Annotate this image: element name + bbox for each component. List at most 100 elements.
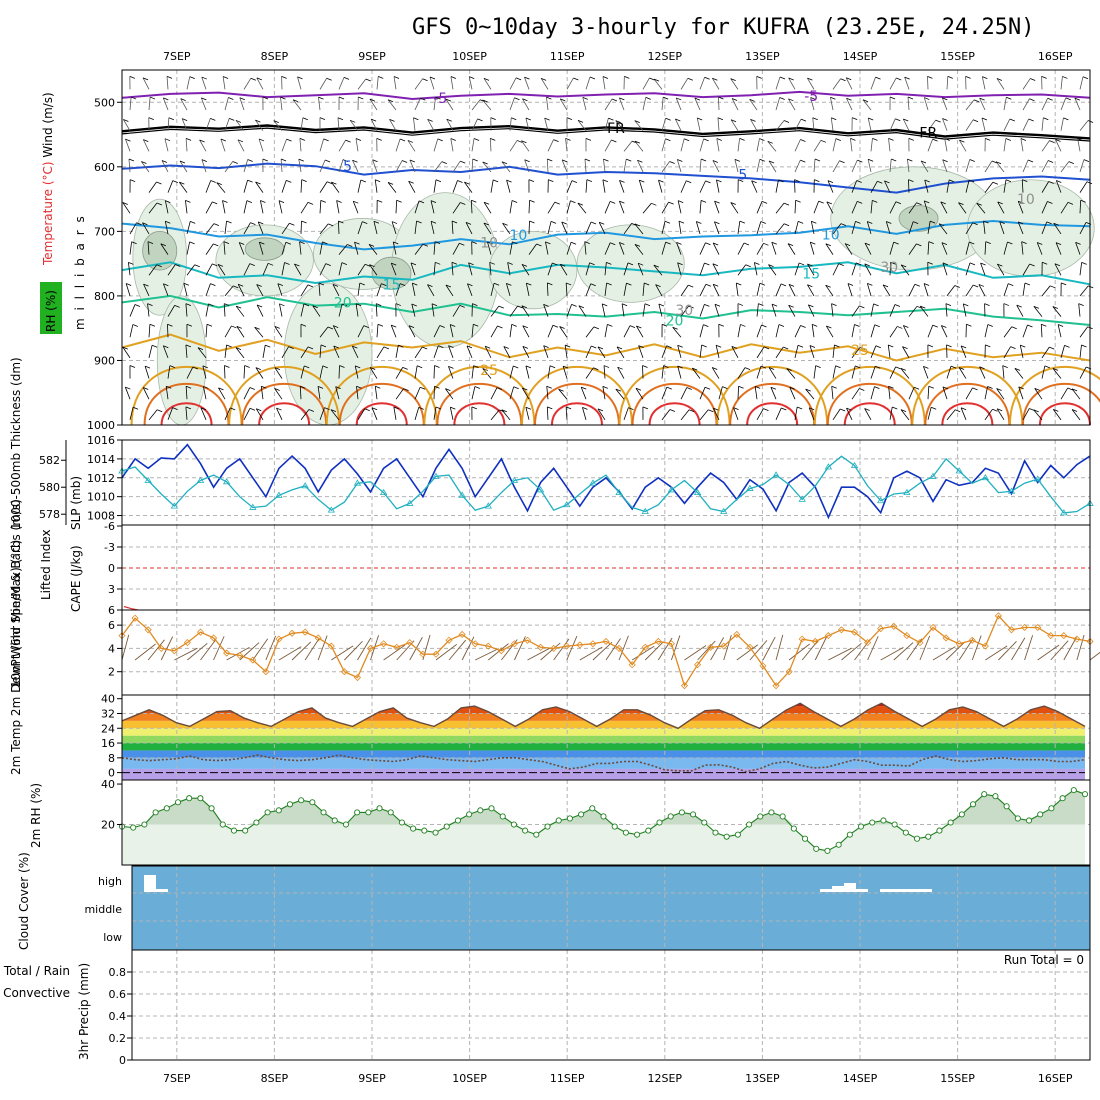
wind-barb [694, 97, 701, 111]
wind-barb [128, 158, 131, 173]
rh-region-moist [142, 230, 178, 271]
wind-barb [448, 366, 454, 379]
surface-barb [618, 635, 629, 661]
wind-barb [370, 118, 378, 131]
rh2m-point [869, 819, 876, 826]
wind-barb-flag [570, 241, 577, 245]
wind-barb-flag [581, 386, 587, 390]
wind-barb [222, 76, 226, 90]
wind-barb [237, 139, 245, 152]
wind-barb [528, 220, 530, 234]
wind-barb [445, 284, 454, 297]
wind-barb [223, 303, 226, 317]
wind-barb-flag [615, 388, 621, 392]
wind10m-point [406, 639, 414, 647]
wind-barb [677, 200, 682, 214]
wind-barb [808, 304, 815, 317]
rh2m-point [757, 813, 764, 820]
wind-barb-flag [628, 407, 634, 410]
wind-barb-flag [353, 200, 359, 204]
wind-barb [768, 264, 777, 276]
wind-barb-flag [664, 220, 671, 224]
wind-barb [832, 263, 840, 276]
wind-barb-flag [593, 326, 600, 330]
surface-barb [657, 637, 673, 661]
wind-barb [452, 180, 458, 193]
wind-barb-flag [875, 345, 881, 349]
wind-barb-flag [946, 344, 952, 348]
wind10m-point [746, 643, 754, 651]
wind-barb-flag [393, 76, 400, 79]
wind-barb-flag [301, 220, 307, 224]
wind-barb-flag [299, 138, 306, 141]
wind-barb-flag [751, 180, 757, 184]
precip-tick-label: 0.8 [109, 966, 127, 979]
wind-barb-flag [619, 97, 625, 101]
wind-barb-flag [349, 119, 356, 123]
wind-barb [319, 407, 325, 420]
surface-barb [945, 641, 966, 661]
thickness-tick-label: 578 [39, 508, 60, 521]
wind-barb-flag [700, 199, 707, 203]
wind-barb-flag [754, 385, 761, 389]
wind-barb-flag [147, 241, 154, 245]
wind10m-point [262, 668, 270, 676]
wind-barb [300, 303, 305, 317]
wind-barb-flag [995, 161, 1002, 165]
wind-barb-flag [206, 323, 213, 327]
wind-barb-flag [716, 138, 722, 141]
wind-barb [1060, 117, 1064, 131]
wind-barb [355, 138, 359, 152]
thickness-point [955, 467, 963, 474]
wind-barb-flag [976, 202, 982, 206]
wind-barb [509, 117, 512, 131]
wind-barb-flag [179, 160, 186, 164]
wind-barb-flag [208, 303, 214, 307]
wind-barb-flag [260, 200, 266, 203]
rh2m-point [589, 805, 596, 812]
wind-barb [319, 181, 328, 193]
surface-barb [670, 635, 681, 661]
wind-barb-flag [888, 138, 894, 141]
wind-barb [615, 388, 625, 400]
wind-barb-flag [666, 386, 672, 390]
y-tick-label: 0 [108, 767, 115, 780]
wind-barb-flag [589, 262, 595, 266]
wind-barb [490, 409, 500, 421]
wind-barb [965, 262, 971, 276]
wind-barb-flag [676, 242, 682, 245]
wind-barb [696, 117, 701, 131]
wind-barb-flag [267, 262, 274, 266]
wind-barb-flag [222, 200, 228, 203]
wind-barb-flag [651, 202, 657, 206]
wind-barb [125, 139, 131, 152]
wind-barb-flag [783, 202, 790, 206]
wind-barb [604, 262, 607, 276]
wind-barb [945, 303, 948, 317]
wind-barb-flag [235, 120, 242, 123]
wind-barb-flag [985, 344, 991, 348]
wind-barb-flag [920, 160, 927, 164]
wind-barb-flag [927, 76, 933, 79]
wind-barb-flag [738, 385, 744, 389]
wind-barb-flag [958, 367, 965, 370]
surface-barb [448, 639, 467, 661]
wind-barb [902, 118, 910, 131]
wind-barb-flag [607, 324, 613, 327]
wind-barb-flag [422, 78, 428, 82]
wind-barb-flag [418, 200, 425, 204]
wind-barb [260, 200, 264, 214]
wind-barb-flag [783, 346, 789, 350]
wind-barb-flag [856, 180, 862, 183]
wind-barb-flag [143, 283, 149, 287]
wind-barb [908, 284, 916, 297]
wind-barb [699, 138, 705, 152]
wind-barb-flag [210, 283, 216, 287]
thickness-point [772, 471, 780, 478]
wind-barb-flag [718, 323, 724, 327]
wind-barb [1055, 180, 1062, 193]
wind-barb-flag [928, 385, 934, 389]
wind-barb [904, 76, 910, 90]
wind-barb [585, 262, 590, 276]
isotherm-label: 10 [509, 228, 527, 244]
